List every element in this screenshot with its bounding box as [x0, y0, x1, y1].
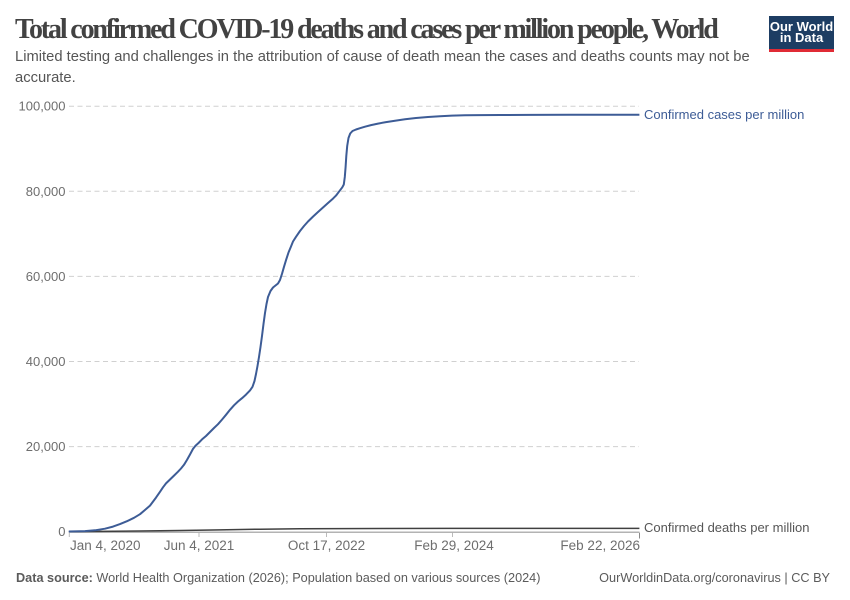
svg-text:Feb 22, 2026: Feb 22, 2026	[560, 538, 640, 553]
svg-text:20,000: 20,000	[26, 439, 66, 454]
svg-text:Jun 4, 2021: Jun 4, 2021	[164, 538, 235, 553]
svg-text:80,000: 80,000	[26, 184, 66, 199]
svg-text:0: 0	[58, 524, 65, 539]
svg-text:100,000: 100,000	[19, 99, 66, 114]
svg-text:Jan 4, 2020: Jan 4, 2020	[70, 538, 141, 553]
svg-text:Feb 29, 2024: Feb 29, 2024	[414, 538, 494, 553]
svg-text:60,000: 60,000	[26, 269, 66, 284]
svg-text:40,000: 40,000	[26, 354, 66, 369]
svg-text:Oct 17, 2022: Oct 17, 2022	[288, 538, 365, 553]
